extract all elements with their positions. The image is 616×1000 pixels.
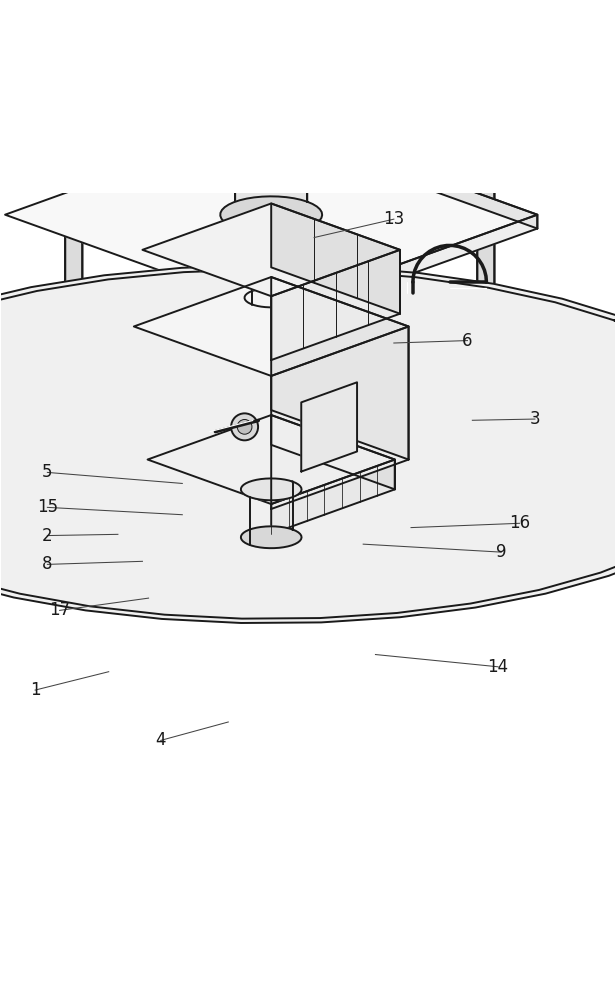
Polygon shape — [271, 415, 395, 489]
Polygon shape — [271, 250, 400, 360]
Text: 8: 8 — [42, 555, 52, 573]
Polygon shape — [148, 415, 395, 504]
Text: 5: 5 — [42, 463, 52, 481]
Polygon shape — [241, 478, 302, 500]
Text: 17: 17 — [49, 601, 70, 619]
Polygon shape — [221, 51, 322, 87]
Polygon shape — [271, 121, 288, 574]
Polygon shape — [142, 203, 400, 296]
Text: 9: 9 — [496, 543, 506, 561]
Text: 14: 14 — [487, 658, 509, 676]
Text: 13: 13 — [383, 210, 405, 228]
Polygon shape — [245, 46, 452, 134]
Polygon shape — [134, 277, 408, 376]
Text: 3: 3 — [530, 410, 540, 428]
Polygon shape — [477, 53, 495, 506]
Polygon shape — [271, 119, 537, 229]
Polygon shape — [245, 288, 298, 307]
Polygon shape — [235, 56, 307, 228]
Text: 15: 15 — [37, 498, 58, 516]
Polygon shape — [477, 47, 495, 500]
Polygon shape — [271, 203, 400, 314]
Polygon shape — [297, 0, 452, 60]
Polygon shape — [5, 119, 537, 311]
Polygon shape — [0, 392, 572, 608]
Polygon shape — [221, 196, 322, 233]
Polygon shape — [271, 127, 288, 580]
Polygon shape — [65, 53, 83, 506]
Polygon shape — [271, 326, 408, 509]
Polygon shape — [245, 219, 298, 238]
Polygon shape — [0, 265, 616, 623]
Polygon shape — [271, 215, 537, 324]
Text: 16: 16 — [509, 514, 530, 532]
Polygon shape — [91, 0, 452, 120]
Polygon shape — [271, 0, 288, 432]
Polygon shape — [241, 526, 302, 548]
Polygon shape — [65, 47, 83, 500]
Polygon shape — [271, 392, 572, 511]
Polygon shape — [301, 382, 357, 472]
Circle shape — [237, 419, 252, 434]
Polygon shape — [271, 460, 395, 534]
Polygon shape — [271, 0, 288, 426]
Text: 2: 2 — [42, 527, 53, 545]
Text: 1: 1 — [30, 681, 41, 699]
Polygon shape — [0, 269, 616, 619]
Text: 4: 4 — [156, 731, 166, 749]
Circle shape — [231, 413, 258, 440]
Text: 6: 6 — [462, 332, 472, 350]
Polygon shape — [271, 277, 408, 460]
Polygon shape — [271, 500, 572, 619]
